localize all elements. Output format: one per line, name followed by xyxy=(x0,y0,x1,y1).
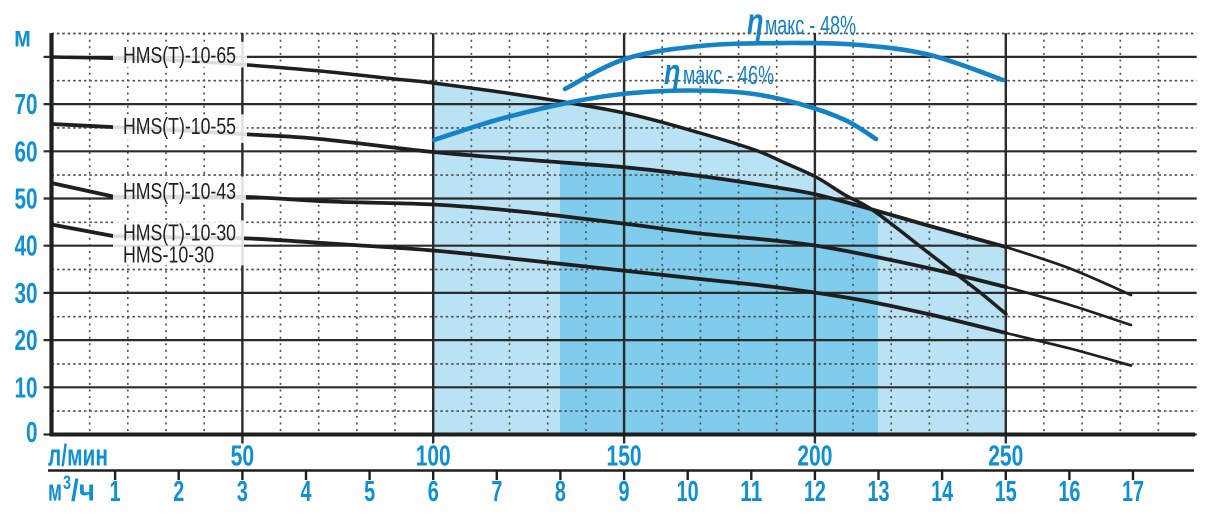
svg-text:1: 1 xyxy=(110,476,121,508)
svg-text:5: 5 xyxy=(364,476,375,508)
svg-text:/ч: /ч xyxy=(71,473,95,508)
svg-text:η: η xyxy=(747,1,764,42)
svg-text:HMS(T)-10-55: HMS(T)-10-55 xyxy=(123,113,236,139)
svg-text:0: 0 xyxy=(26,417,38,449)
svg-text:50: 50 xyxy=(15,184,38,216)
svg-text:HMS(T)-10-43: HMS(T)-10-43 xyxy=(123,178,236,204)
svg-text:макс - 48%: макс - 48% xyxy=(765,12,856,40)
svg-text:макс - 46%: макс - 46% xyxy=(683,62,774,90)
svg-text:60: 60 xyxy=(15,136,38,168)
svg-text:50: 50 xyxy=(231,441,255,473)
svg-text:14: 14 xyxy=(931,476,953,508)
svg-text:250: 250 xyxy=(988,441,1023,473)
svg-text:HMS(T)-10-65: HMS(T)-10-65 xyxy=(123,42,236,68)
svg-text:13: 13 xyxy=(868,476,890,508)
svg-text:л/мин: л/мин xyxy=(48,438,108,473)
svg-text:м: м xyxy=(48,473,62,508)
svg-text:100: 100 xyxy=(416,441,451,473)
svg-text:9: 9 xyxy=(619,476,630,508)
svg-text:30: 30 xyxy=(15,278,38,310)
svg-text:6: 6 xyxy=(428,476,439,508)
svg-text:200: 200 xyxy=(797,441,832,473)
svg-text:10: 10 xyxy=(677,476,699,508)
svg-text:м: м xyxy=(14,21,31,54)
svg-text:7: 7 xyxy=(491,476,502,508)
svg-text:20: 20 xyxy=(15,325,38,357)
svg-text:HMS(T)-10-30: HMS(T)-10-30 xyxy=(123,220,236,246)
svg-text:11: 11 xyxy=(740,476,762,508)
svg-text:8: 8 xyxy=(555,476,566,508)
svg-text:17: 17 xyxy=(1122,476,1144,508)
svg-text:4: 4 xyxy=(300,476,311,508)
svg-text:2: 2 xyxy=(173,476,184,508)
svg-text:15: 15 xyxy=(995,476,1017,508)
svg-text:40: 40 xyxy=(15,231,38,263)
svg-text:16: 16 xyxy=(1058,476,1080,508)
svg-text:3: 3 xyxy=(237,476,248,508)
svg-text:3: 3 xyxy=(63,473,71,494)
svg-text:HMS-10-30: HMS-10-30 xyxy=(123,242,214,268)
svg-text:10: 10 xyxy=(15,372,38,404)
svg-text:150: 150 xyxy=(607,441,642,473)
svg-text:70: 70 xyxy=(15,89,38,121)
svg-text:12: 12 xyxy=(804,476,826,508)
svg-text:η: η xyxy=(664,51,681,92)
